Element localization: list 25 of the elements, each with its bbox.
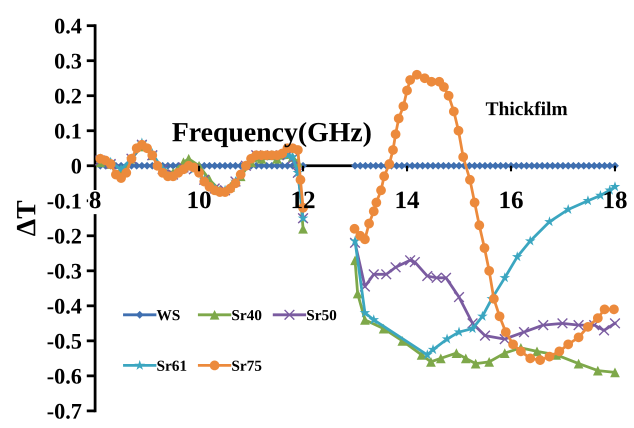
x-tick-label: 18 xyxy=(604,191,627,208)
x-tick-label: 8 xyxy=(90,191,101,208)
legend-label: Sr61 xyxy=(157,360,186,371)
y-tick-label: -0.7 xyxy=(48,404,82,419)
y-tick-label: 0.2 xyxy=(54,88,81,104)
y-tick-label: -0.5 xyxy=(48,334,82,349)
y-tick-label: -0.2 xyxy=(48,228,81,244)
y-tick-label: 0.1 xyxy=(54,124,81,139)
y-tick-label: -0.1 xyxy=(48,194,81,209)
y-tick-label: -0.6 xyxy=(48,368,82,384)
y-tick-label: 0.3 xyxy=(54,54,82,69)
y-tick-label: 0.4 xyxy=(54,18,82,34)
y-tick-label: -0.4 xyxy=(48,298,82,314)
legend-label: Sr40 xyxy=(232,310,262,320)
x-tick-label: 16 xyxy=(500,192,523,208)
legend-label: WS xyxy=(156,310,180,320)
x-axis-title: Frequency(GHz) xyxy=(172,122,371,148)
y-tick-label: 0 xyxy=(72,158,82,174)
legend-label: Sr75 xyxy=(232,360,262,371)
legend-label: Sr50 xyxy=(307,310,336,320)
x-tick-label: 14 xyxy=(396,192,420,208)
y-tick-label: -0.3 xyxy=(48,264,82,279)
x-tick-label: 10 xyxy=(188,191,211,208)
annotation: Thickfilm xyxy=(486,101,568,116)
y-axis-title: ΔT xyxy=(16,200,36,236)
